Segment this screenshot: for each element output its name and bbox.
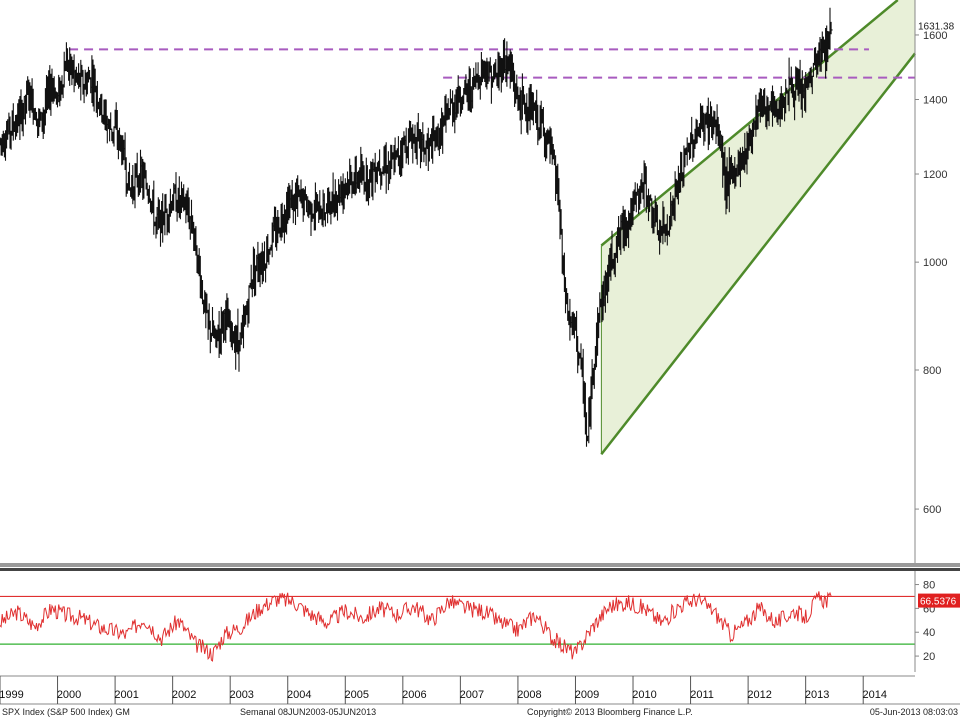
rsi-last-label: 66.5376 [920, 597, 957, 608]
x-tick-label-2005: 2005 [345, 689, 369, 701]
channel-lower-line [600, 52, 916, 456]
footer-security-label: SPX Index (S&P 500 Index) GM [2, 707, 130, 717]
rsi-tick-label-20: 20 [923, 651, 935, 663]
price-tick-label-1000: 1000 [923, 257, 947, 269]
x-tick-label-2007: 2007 [460, 689, 484, 701]
x-tick-label-2010: 2010 [632, 689, 656, 701]
separator-bar-2 [0, 568, 960, 571]
price-tick-label-800: 800 [923, 365, 941, 377]
price-tick-label-1400: 1400 [923, 95, 947, 107]
x-tick-label-2003: 2003 [229, 689, 253, 701]
x-axis: 1999 2000 2001 2002 2003 2004 2005 2006 2007 2008… [0, 675, 960, 705]
channel-fill [601, 0, 915, 455]
x-tick-label-2014: 2014 [862, 689, 886, 701]
footer: SPX Index (S&P 500 Index) GM Semanal 08J… [2, 707, 958, 717]
price-tick-label-600: 600 [923, 504, 941, 516]
x-tick-label-1999: 1999 [0, 689, 24, 701]
x-tick-label-2004: 2004 [287, 689, 311, 701]
resistance-lines [69, 48, 915, 79]
price-bars [0, 7, 833, 447]
rsi-line [0, 591, 832, 662]
rsi-last-badge [918, 593, 960, 608]
x-tick-label-2000: 2000 [57, 689, 81, 701]
footer-timestamp: 05-Jun-2013 08:03:03 [870, 707, 958, 717]
x-tick-label-2002: 2002 [172, 689, 196, 701]
last-price-label: 1631.38 [918, 22, 955, 33]
footer-period-label: Semanal 08JUN2003-05JUN2013 [240, 707, 376, 717]
channel-upper-line [600, 0, 899, 247]
x-tick-label-2013: 2013 [805, 689, 829, 701]
x-tick-label-2008: 2008 [517, 689, 541, 701]
price-tick-label-1200: 1200 [923, 169, 947, 181]
x-tick-label-2011: 2011 [690, 689, 714, 701]
x-tick-label-2001: 2001 [114, 689, 138, 701]
footer-copyright: Copyright© 2013 Bloomberg Finance L.P. [527, 707, 693, 717]
price-series [0, 7, 833, 447]
x-tick-label-2006: 2006 [402, 689, 426, 701]
x-tick-label-2012: 2012 [747, 689, 771, 701]
rsi-tick-label-80: 80 [923, 580, 935, 592]
separator-bar-1 [0, 563, 960, 567]
rsi-tick-label-40: 40 [923, 627, 935, 639]
panel-separator [0, 563, 960, 571]
x-tick-label-2009: 2009 [575, 689, 599, 701]
trend-channel [600, 0, 916, 456]
price-tick-label-1600: 1600 [923, 30, 947, 42]
